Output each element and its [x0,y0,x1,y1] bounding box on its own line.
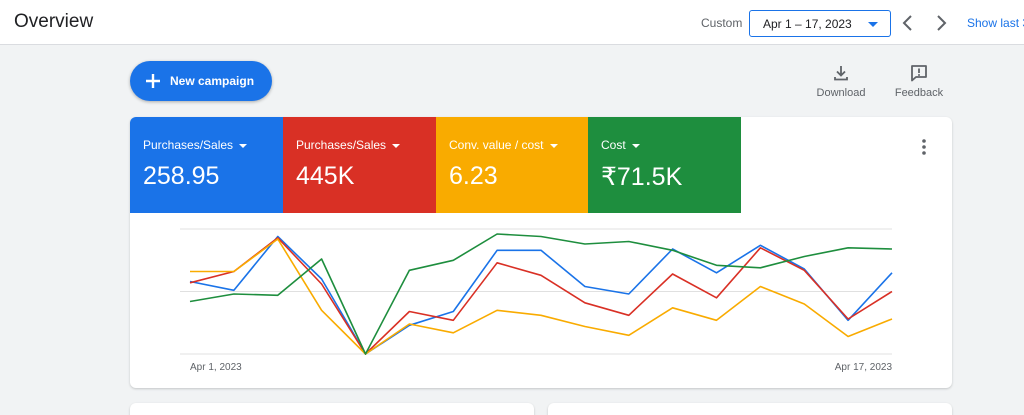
new-campaign-button[interactable]: New campaign [130,61,272,101]
chevron-right-icon [937,15,947,31]
caret-down-icon [392,143,401,148]
metric-value: 445K [296,162,355,190]
metric-card-4[interactable]: Cost ₹71.5K [588,117,741,213]
next-period-button[interactable] [931,12,951,34]
caret-down-icon [868,22,878,27]
x-tick-label-end: Apr 17, 2023 [835,362,893,373]
x-tick-label-start: Apr 1, 2023 [190,362,242,373]
series-line-3 [190,238,893,355]
date-range-type-label: Custom [701,16,743,30]
chevron-left-icon [902,15,912,31]
page-title: Overview [14,11,94,32]
series-line-1 [189,235,893,355]
metric-card-3[interactable]: Conv. value / cost 6.23 [436,117,589,213]
series-line-4 [189,233,893,355]
metric-value: 258.95 [143,162,220,190]
series-line-2 [189,236,893,355]
date-range-value: Apr 1 – 17, 2023 [763,17,852,31]
download-label: Download [816,87,866,99]
performance-line-chart: Apr 1, 2023 Apr 17, 2023 [180,228,893,373]
feedback-button[interactable]: Feedback [889,63,949,103]
metric-value: ₹71.5K [601,163,683,191]
metric-card-2[interactable]: Purchases/Sales 445K [283,117,436,213]
metric-label: Conv. value / cost [449,138,544,152]
download-button[interactable]: Download [811,63,871,103]
metric-card-1[interactable]: Purchases/Sales 258.95 [130,117,283,213]
download-icon [834,66,848,81]
metric-label: Purchases/Sales [296,138,387,152]
feedback-label: Feedback [894,87,944,99]
metric-value: 6.23 [449,162,498,190]
plus-icon [146,74,160,88]
bottom-card-right [548,403,952,415]
more-options-icon[interactable] [916,137,932,157]
caret-down-icon [631,143,640,148]
bottom-card-left [130,403,534,415]
top-bar: Overview Custom Apr 1 – 17, 2023 Show la… [0,0,1024,45]
caret-down-icon [239,143,248,148]
caret-down-icon [549,143,558,148]
performance-card: Purchases/Sales 258.95 Purchases/Sales 4… [130,117,952,388]
feedback-icon [911,65,927,82]
metric-label: Purchases/Sales [143,138,234,152]
previous-period-button[interactable] [898,12,918,34]
metric-label: Cost [601,138,626,152]
show-last-link[interactable]: Show last 3 [967,16,1024,30]
date-range-select[interactable]: Apr 1 – 17, 2023 [749,10,891,37]
new-campaign-label: New campaign [170,74,255,88]
